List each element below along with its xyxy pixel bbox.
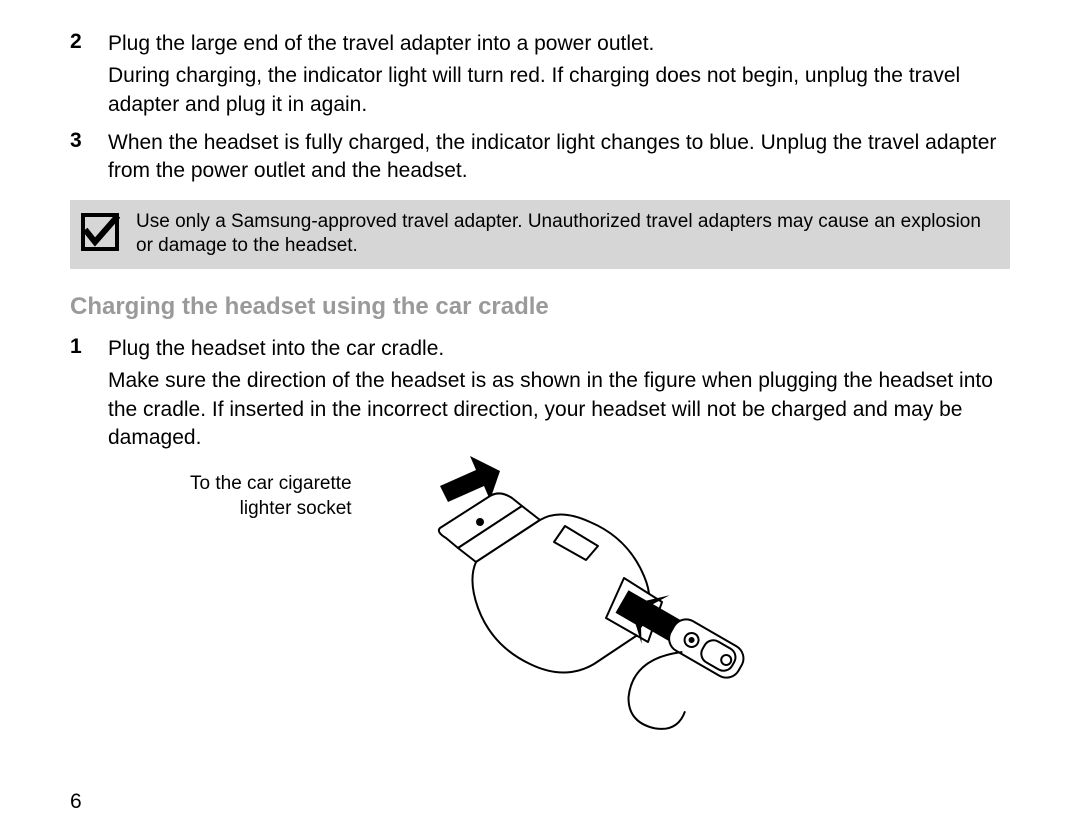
step-body: Plug the large end of the travel adapter… (108, 30, 1010, 123)
step-body: Plug the headset into the car cradle. Ma… (108, 335, 1010, 456)
step-number: 1 (70, 335, 108, 456)
step-body: When the headset is fully charged, the i… (108, 129, 1010, 190)
step-text: When the headset is fully charged, the i… (108, 129, 1010, 186)
section-heading-car-cradle: Charging the headset using the car cradl… (70, 293, 1010, 321)
step-b-1: 1 Plug the headset into the car cradle. … (70, 335, 1010, 456)
step-number: 2 (70, 30, 108, 123)
note-callout: Use only a Samsung-approved travel adapt… (70, 200, 1010, 269)
figure-car-cradle: To the car cigarette lighter socket (70, 464, 1010, 734)
step-text: Make sure the direction of the headset i… (108, 367, 1010, 452)
step-text: During charging, the indicator light wil… (108, 62, 1010, 119)
page-number: 6 (70, 790, 82, 814)
figure-caption: To the car cigarette lighter socket (190, 472, 352, 521)
car-cradle-illustration-icon (380, 456, 810, 736)
figure-caption-line: lighter socket (190, 497, 352, 522)
steps-travel-adapter: 2 Plug the large end of the travel adapt… (70, 30, 1010, 190)
step-number: 3 (70, 129, 108, 190)
note-text: Use only a Samsung-approved travel adapt… (136, 210, 994, 259)
step-text: Plug the large end of the travel adapter… (108, 30, 1010, 58)
figure-caption-line: To the car cigarette (190, 472, 352, 497)
checkbox-check-icon (80, 212, 120, 252)
step-text: Plug the headset into the car cradle. (108, 335, 1010, 363)
steps-car-cradle: 1 Plug the headset into the car cradle. … (70, 335, 1010, 456)
step-2: 2 Plug the large end of the travel adapt… (70, 30, 1010, 123)
step-3: 3 When the headset is fully charged, the… (70, 129, 1010, 190)
